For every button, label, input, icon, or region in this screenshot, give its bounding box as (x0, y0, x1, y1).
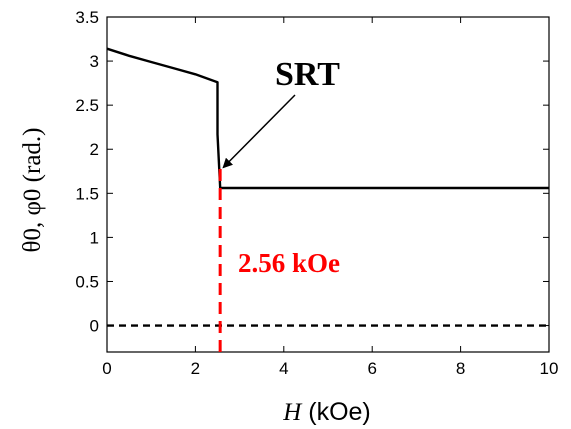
x-tick-label: 6 (367, 359, 376, 378)
y-tick-label: 2 (90, 140, 99, 159)
y-tick-label: 0.5 (75, 272, 99, 291)
y-tick-label: 1.5 (75, 184, 99, 203)
plot-frame (106, 16, 550, 353)
x-tick-label: 2 (191, 359, 200, 378)
x-tick-label: 10 (540, 359, 559, 378)
y-tick-label: 2.5 (75, 96, 99, 115)
y-tick-label: 1 (90, 228, 99, 247)
srt-label: SRT (275, 56, 340, 93)
field-value-label: 2.56 kOe (238, 248, 340, 278)
y-tick-label: 3.5 (75, 8, 99, 27)
ticks-layer: 0 2 4 6 8 10 0 0.5 1 1.5 2 2.5 3 3.5 (75, 8, 558, 378)
y-axis-label: θ0, φ0 (rad.) (19, 128, 46, 253)
srt-arrow (222, 94, 296, 169)
x-tick-label: 4 (279, 359, 288, 378)
plot-area (106, 16, 550, 353)
x-axis-var: H (282, 399, 303, 426)
x-tick-label: 0 (102, 359, 111, 378)
x-axis-unit: (kOe) (301, 398, 370, 426)
x-tick-label: 8 (456, 359, 465, 378)
y-tick-label: 3 (90, 52, 99, 71)
y-tick-label: 0 (90, 317, 99, 336)
annotation-layer: 2.56 kOe SRT (218, 56, 340, 352)
x-axis-label: H (kOe) (282, 398, 371, 426)
